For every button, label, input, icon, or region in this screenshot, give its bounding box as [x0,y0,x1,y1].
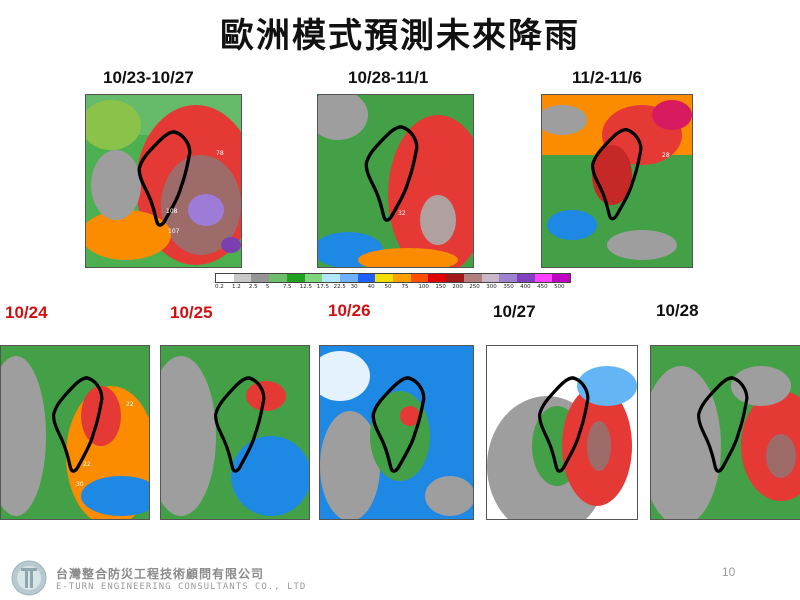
scale-swatch [499,274,517,282]
period-label-3: 11/2-11/6 [572,68,642,87]
scale-swatch [446,274,464,282]
scale-swatch [534,274,553,282]
scale-tick-label: 200 [452,284,463,290]
map-value-22a: 22 [126,401,134,408]
map-value-107: 107 [168,228,180,235]
scale-tick-label: 30 [350,284,358,290]
scale-tick-label: 350 [503,284,514,290]
scale-swatch [481,274,500,282]
scale-swatch [357,274,376,282]
day-label-10-28: 10/28 [656,301,699,320]
map-value-32: 32 [398,210,406,217]
day-label-10-26: 10/26 [328,301,371,320]
scale-swatch [516,274,535,282]
day-label-10-27: 10/27 [493,302,536,321]
scale-tick-label: 100 [418,284,429,290]
scale-tick-label: 17.5 [316,284,329,290]
day-label-10-24: 10/24 [5,303,48,322]
scale-tick-label: 300 [486,284,497,290]
scale-tick-label: 450 [537,284,548,290]
scale-swatch [322,274,340,282]
scale-tick-label: 0.2 [215,284,224,290]
rain-map-10-28 [650,345,800,520]
rain-map-10-24: 22 22 30 [0,345,150,520]
scale-tick-label: 1.2 [231,284,241,290]
period-label-2: 10/28-11/1 [348,68,429,87]
map-value-78: 78 [216,150,224,157]
map-value-22b: 22 [83,461,91,468]
map-value-30: 30 [76,481,84,488]
scale-swatch [410,274,429,282]
day-label-10-25: 10/25 [170,303,213,322]
scale-swatch [286,274,305,282]
scale-swatch [375,274,394,282]
scale-tick-label: 400 [520,284,531,290]
map-value-108: 108 [166,208,178,215]
scale-swatch [233,274,252,282]
scale-swatch [304,274,323,282]
period-label-1: 10/23-10/27 [103,68,194,87]
scale-tick-label: 250 [469,284,480,290]
scale-tick-label: 50 [384,284,392,290]
map-value-28: 28 [662,152,670,159]
rain-map-10-23-to-10-27: 78 108 107 [85,94,242,268]
scale-swatch [339,274,358,282]
scale-tick-label: 22.5 [333,284,346,290]
scale-tick-label: 500 [554,284,565,290]
scale-swatch [269,274,287,282]
scale-tick-label: 12.5 [299,284,313,290]
company-logo [11,560,47,596]
page-number: 10 [722,565,736,579]
scale-swatch [216,274,234,282]
rainfall-color-scale: 0.2 1.2 2.5 5 7.5 12.5 17.5 22.5 30 40 50 75 100 150 2… [215,273,571,293]
rain-map-10-25 [160,345,310,520]
scale-tick-label: 2.5 [248,284,258,290]
scale-tick-label: 5 [265,284,270,290]
rain-map-10-26 [319,345,474,520]
scale-swatch [393,274,411,282]
scale-tick-label: 75 [401,284,409,290]
scale-tick-label: 7.5 [282,284,292,290]
slide-title: 歐洲模式預測未來降雨 [220,16,580,56]
rain-map-10-28-to-11-1: 32 [317,94,474,268]
company-name-english: E-TURN ENGINEERING CONSULTANTS CO., LTD [56,582,307,592]
scale-tick-label: 40 [367,284,375,290]
rain-map-10-27 [486,345,638,520]
company-name: 台灣整合防災工程技術顧問有限公司 [56,567,265,581]
scale-swatch [428,274,447,282]
scale-swatch [552,274,571,282]
scale-tick-label: 150 [435,284,446,290]
scale-swatch [251,274,270,282]
rain-map-11-2-to-11-6: 28 [541,94,693,268]
scale-swatch [463,274,482,282]
